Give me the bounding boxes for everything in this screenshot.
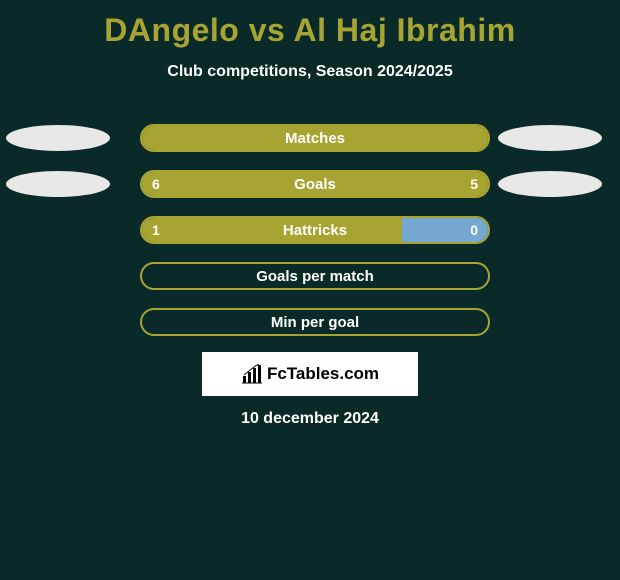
player-oval-right [498, 125, 602, 151]
stat-row: Hattricks1 0 [0, 216, 620, 244]
stat-value-right: 5 [460, 172, 488, 196]
stat-bar: Goals per match [140, 262, 490, 290]
stat-bar: Matches [140, 124, 490, 152]
stat-row: Matches [0, 124, 620, 152]
brand-badge: FcTables.com [202, 352, 418, 396]
player-oval-left [6, 125, 110, 151]
stat-label: Goals per match [142, 264, 488, 288]
stat-label: Hattricks [142, 218, 488, 242]
stat-bar: Min per goal [140, 308, 490, 336]
date-label: 10 december 2024 [0, 410, 620, 428]
stat-value-left: 1 [142, 218, 170, 242]
stat-row: Min per goal [0, 308, 620, 336]
bar-chart-icon [241, 364, 263, 384]
stat-value-right: 0 [460, 218, 488, 242]
stat-label: Matches [142, 126, 488, 150]
page-title: DAngelo vs Al Haj Ibrahim [0, 0, 620, 49]
stats-rows: Matches Goals6 5 Hattricks1 0 Goals per match… [0, 124, 620, 354]
stat-bar: Hattricks1 0 [140, 216, 490, 244]
brand-label: FcTables.com [267, 364, 379, 384]
stat-label: Min per goal [142, 310, 488, 334]
stat-row: Goals6 5 [0, 170, 620, 198]
stat-label: Goals [142, 172, 488, 196]
player-oval-left [6, 171, 110, 197]
page-subtitle: Club competitions, Season 2024/2025 [0, 63, 620, 81]
stat-row: Goals per match [0, 262, 620, 290]
stat-value-left: 6 [142, 172, 170, 196]
stat-bar: Goals6 5 [140, 170, 490, 198]
player-oval-right [498, 171, 602, 197]
